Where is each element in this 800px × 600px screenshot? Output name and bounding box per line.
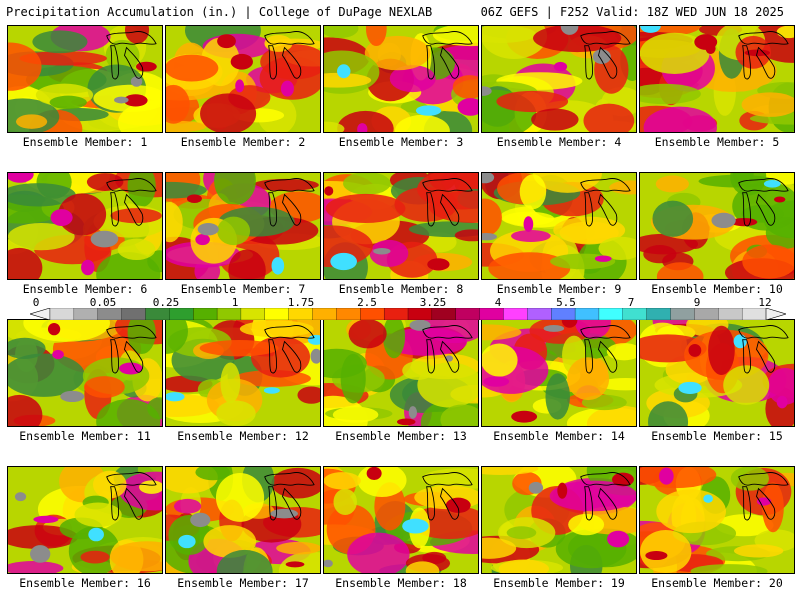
colorbar-swatch	[718, 308, 743, 320]
colorbar-swatch	[240, 308, 266, 320]
colorbar-tick-label: 0	[32, 296, 40, 309]
colorbar-swatch	[455, 308, 481, 320]
ensemble-member-label: Ensemble Member: 1	[22, 135, 148, 149]
ensemble-map-7	[165, 172, 321, 280]
ensemble-map-8	[323, 172, 479, 280]
ensemble-member-label: Ensemble Member: 10	[651, 282, 783, 296]
ensemble-member-label: Ensemble Member: 4	[496, 135, 622, 149]
colorbar-swatch	[646, 308, 671, 320]
colorbar-swatch	[216, 308, 242, 320]
colorbar-tick-label: 2.5	[357, 296, 377, 309]
ensemble-map-20	[639, 466, 795, 574]
ensemble-member-label: Ensemble Member: 2	[180, 135, 306, 149]
ensemble-member-label: Ensemble Member: 13	[335, 429, 467, 443]
ensemble-map-9	[481, 172, 637, 280]
colorbar-swatch	[479, 308, 504, 320]
colorbar-max-arrow	[765, 308, 786, 320]
colorbar-swatch	[622, 308, 648, 320]
colorbar-tick-label: 0.25	[152, 296, 180, 309]
ensemble-member-label: Ensemble Member: 8	[338, 282, 464, 296]
ensemble-map-17	[165, 466, 321, 574]
colorbar-swatch	[360, 308, 385, 320]
colorbar-min-arrow	[30, 308, 51, 320]
colorbar-swatch	[574, 308, 600, 320]
colorbar-tick-label: 3.25	[419, 296, 447, 309]
colorbar-tick-label: 4	[494, 296, 502, 309]
colorbar-swatch	[97, 308, 123, 320]
colorbar-tick-label: 9	[693, 296, 701, 309]
colorbar-swatch	[741, 308, 767, 320]
colorbar-swatch	[383, 308, 409, 320]
ensemble-member-label: Ensemble Member: 14	[493, 429, 625, 443]
colorbar-tick-label: 1.75	[287, 296, 315, 309]
colorbar-swatch	[169, 308, 194, 320]
ensemble-member-label: Ensemble Member: 7	[180, 282, 306, 296]
ensemble-map-16	[7, 466, 163, 574]
ensemble-map-6	[7, 172, 163, 280]
ensemble-map-4	[481, 25, 637, 133]
ensemble-map-1	[7, 25, 163, 133]
ensemble-member-label: Ensemble Member: 18	[335, 576, 467, 590]
colorbar-swatch	[431, 308, 457, 320]
ensemble-map-19	[481, 466, 637, 574]
ensemble-map-13	[323, 319, 479, 427]
colorbar-swatch	[49, 308, 75, 320]
ensemble-member-label: Ensemble Member: 15	[651, 429, 783, 443]
colorbar-tick-label: 12	[758, 296, 772, 309]
precip-colorbar	[30, 308, 786, 320]
colorbar-swatch	[527, 308, 552, 320]
colorbar-tick-label: 5.5	[556, 296, 576, 309]
ensemble-map-5	[639, 25, 795, 133]
colorbar-swatch	[598, 308, 624, 320]
colorbar-tick-label: 1	[231, 296, 239, 309]
ensemble-member-label: Ensemble Member: 11	[19, 429, 151, 443]
ensemble-member-label: Ensemble Member: 9	[496, 282, 622, 296]
ensemble-map-14	[481, 319, 637, 427]
colorbar-swatch	[264, 308, 290, 320]
ensemble-map-15	[639, 319, 795, 427]
colorbar-tick-label: 7	[627, 296, 635, 309]
map-title: Precipitation Accumulation (in.) | Colle…	[6, 5, 433, 19]
colorbar-swatch	[121, 308, 146, 320]
colorbar-swatch	[145, 308, 170, 320]
run-info: 06Z GEFS | F252 Valid: 18Z WED JUN 18 20…	[480, 5, 784, 19]
ensemble-map-12	[165, 319, 321, 427]
ensemble-map-3	[323, 25, 479, 133]
colorbar-swatch	[193, 308, 218, 320]
ensemble-member-label: Ensemble Member: 16	[19, 576, 151, 590]
colorbar-swatch	[551, 308, 576, 320]
colorbar-swatch	[336, 308, 361, 320]
ensemble-member-label: Ensemble Member: 20	[651, 576, 783, 590]
ensemble-member-label: Ensemble Member: 5	[654, 135, 780, 149]
colorbar-swatch	[694, 308, 719, 320]
ensemble-member-label: Ensemble Member: 12	[177, 429, 309, 443]
colorbar-swatch	[407, 308, 433, 320]
ensemble-map-2	[165, 25, 321, 133]
colorbar-swatch	[73, 308, 99, 320]
ensemble-member-label: Ensemble Member: 19	[493, 576, 625, 590]
ensemble-member-label: Ensemble Member: 3	[338, 135, 464, 149]
ensemble-map-11	[7, 319, 163, 427]
colorbar-swatch	[670, 308, 695, 320]
ensemble-map-18	[323, 466, 479, 574]
colorbar-swatch	[312, 308, 337, 320]
colorbar-swatch	[288, 308, 313, 320]
colorbar-swatch	[503, 308, 528, 320]
ensemble-member-label: Ensemble Member: 6	[22, 282, 148, 296]
ensemble-map-10	[639, 172, 795, 280]
colorbar-tick-label: 0.05	[89, 296, 117, 309]
ensemble-member-label: Ensemble Member: 17	[177, 576, 309, 590]
